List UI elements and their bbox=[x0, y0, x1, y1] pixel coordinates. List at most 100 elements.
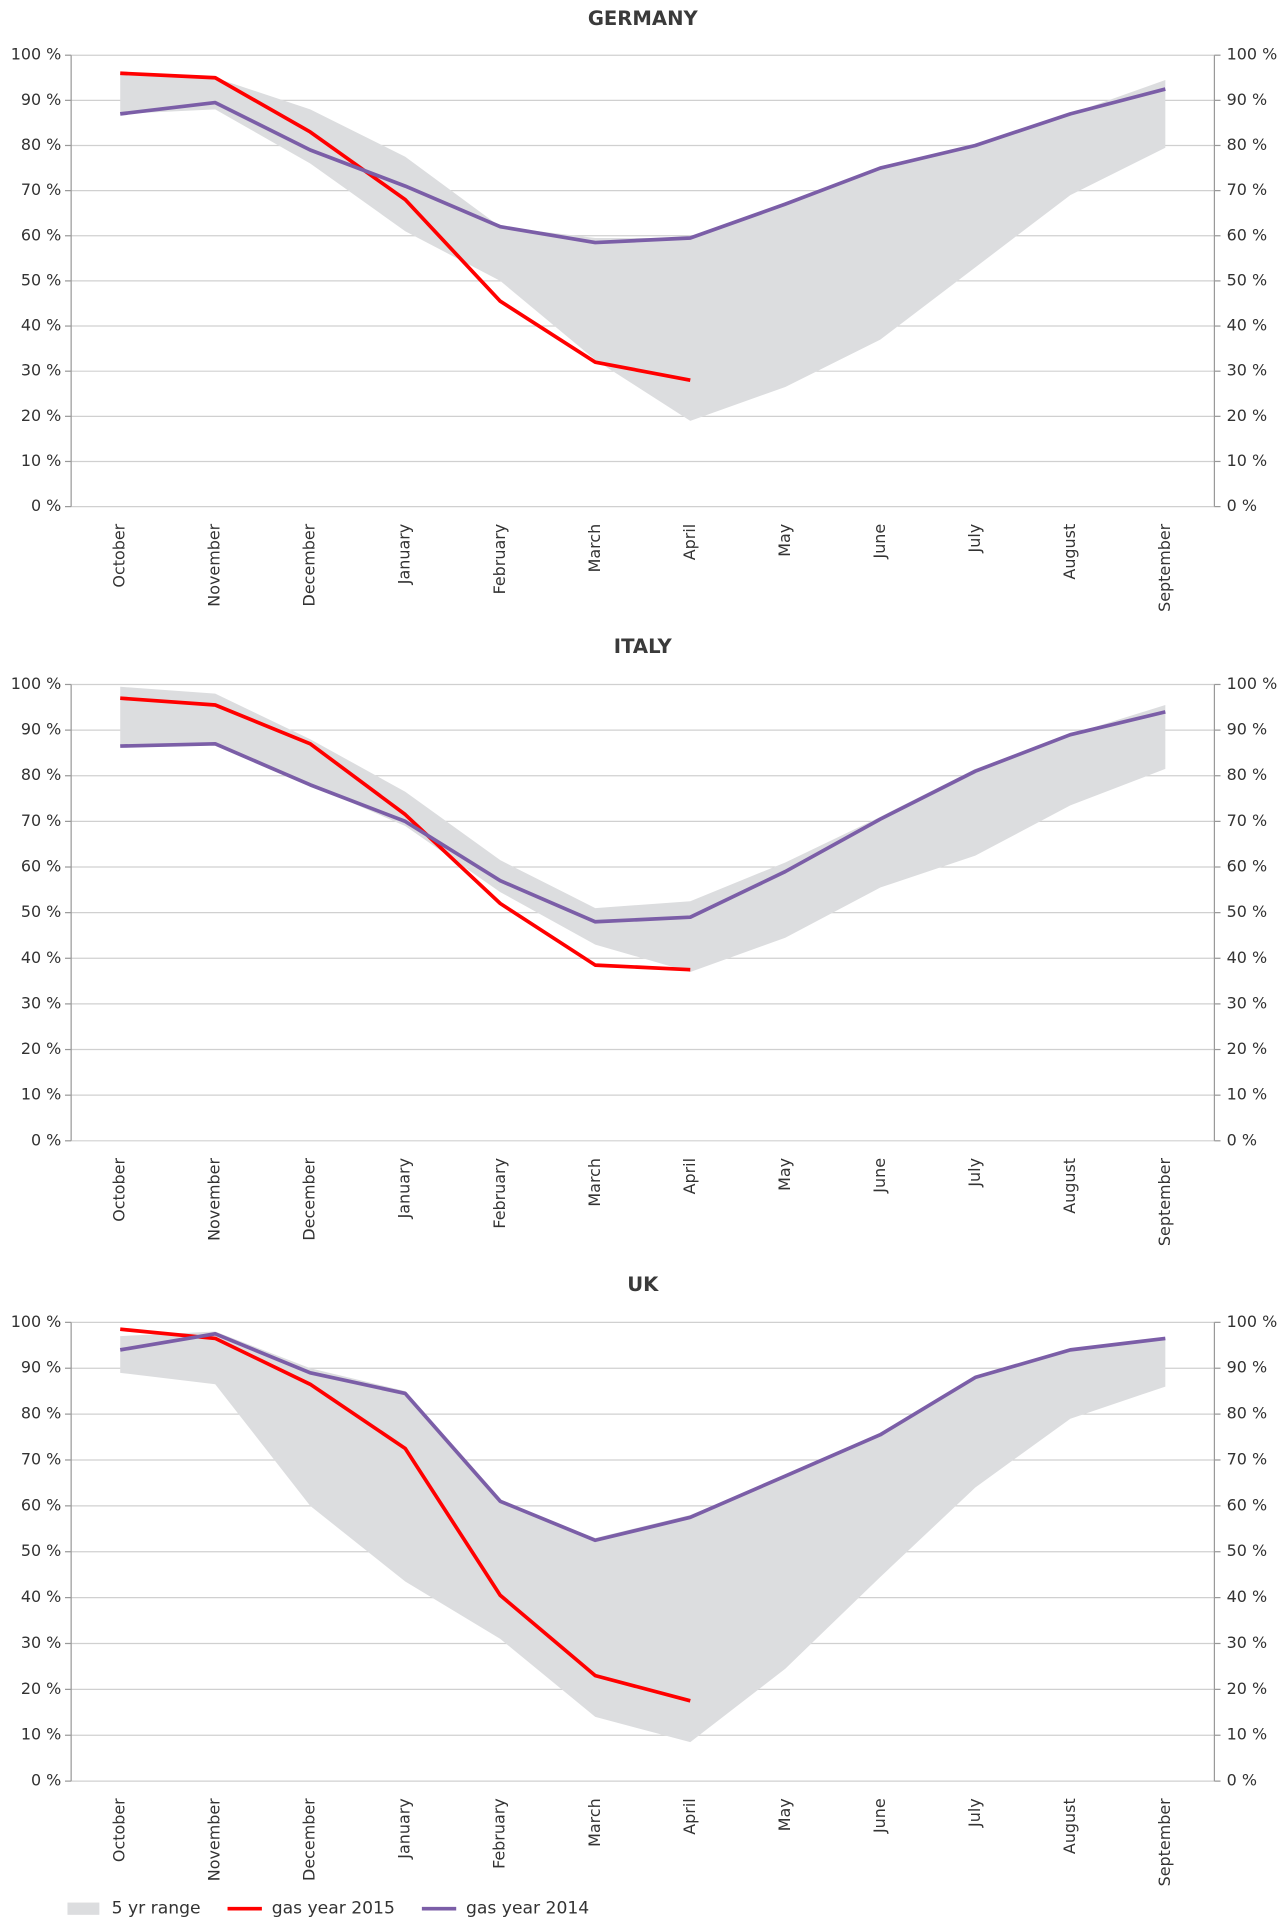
x-tick-label: May bbox=[775, 1798, 794, 1831]
y2-tick-label: 70 % bbox=[1227, 811, 1268, 830]
y-tick-label: 10 % bbox=[21, 451, 61, 470]
y-tick-label: 0 % bbox=[31, 1130, 61, 1149]
y2-tick-label: 10 % bbox=[1227, 451, 1268, 470]
y2-tick-label: 70 % bbox=[1227, 1449, 1268, 1468]
y-tick-label: 90 % bbox=[21, 1358, 61, 1377]
y2-tick-label: 60 % bbox=[1227, 225, 1268, 244]
series-line bbox=[120, 710, 1166, 924]
y2-tick-label: 40 % bbox=[1227, 948, 1268, 967]
y-tick-label: 30 % bbox=[21, 993, 61, 1012]
chart-title: ITALY bbox=[614, 635, 673, 658]
y-tick-label: 30 % bbox=[21, 1633, 61, 1652]
y2-tick-label: 30 % bbox=[1227, 361, 1268, 380]
x-tick-label: March bbox=[585, 1798, 604, 1847]
legend-swatch bbox=[67, 1902, 100, 1915]
y-tick-label: 100 % bbox=[11, 674, 62, 693]
y-tick-label: 0 % bbox=[31, 496, 61, 515]
x-tick-label: July bbox=[965, 1798, 984, 1828]
y2-tick-label: 80 % bbox=[1227, 1404, 1268, 1423]
y2-tick-label: 60 % bbox=[1227, 857, 1268, 876]
y-tick-label: 10 % bbox=[21, 1085, 61, 1104]
x-tick-label: February bbox=[490, 1158, 509, 1229]
x-tick-label: March bbox=[585, 1158, 604, 1207]
y-tick-label: 40 % bbox=[21, 1587, 61, 1606]
x-tick-label: May bbox=[775, 1158, 794, 1191]
x-tick-label: January bbox=[395, 1798, 414, 1859]
series-line bbox=[119, 87, 1166, 245]
y-tick-label: 70 % bbox=[21, 811, 61, 830]
x-tick-label: September bbox=[1155, 1798, 1174, 1887]
y2-tick-label: 100 % bbox=[1227, 674, 1278, 693]
x-tick-label: November bbox=[205, 1158, 224, 1241]
series-line bbox=[120, 71, 691, 383]
y-tick-label: 40 % bbox=[21, 948, 61, 967]
y-tick-label: 90 % bbox=[21, 90, 61, 109]
y-tick-label: 40 % bbox=[21, 316, 61, 335]
x-tick-label: January bbox=[395, 1158, 414, 1219]
y-tick-label: 60 % bbox=[21, 1495, 61, 1514]
y2-tick-label: 90 % bbox=[1227, 90, 1268, 109]
y-tick-label: 50 % bbox=[21, 902, 61, 921]
y2-tick-label: 0 % bbox=[1227, 496, 1257, 515]
x-tick-label: February bbox=[490, 1798, 509, 1869]
y2-tick-label: 10 % bbox=[1227, 1085, 1268, 1104]
y2-tick-label: 0 % bbox=[1227, 1130, 1257, 1149]
x-tick-label: December bbox=[300, 523, 319, 606]
chart-title: UK bbox=[627, 1273, 659, 1296]
y2-tick-label: 100 % bbox=[1227, 1312, 1278, 1331]
x-tick-label: February bbox=[490, 524, 509, 595]
y-tick-label: 70 % bbox=[21, 1449, 61, 1468]
x-tick-label: November bbox=[205, 1798, 224, 1881]
series-line bbox=[120, 1327, 691, 1703]
y2-tick-label: 70 % bbox=[1227, 180, 1268, 199]
x-tick-label: July bbox=[965, 1158, 984, 1188]
y-tick-label: 70 % bbox=[21, 180, 61, 199]
y2-tick-label: 60 % bbox=[1227, 1495, 1268, 1514]
y2-tick-label: 0 % bbox=[1227, 1771, 1257, 1790]
y2-tick-label: 10 % bbox=[1227, 1725, 1268, 1744]
y2-tick-label: 100 % bbox=[1227, 45, 1278, 64]
y-tick-label: 0 % bbox=[31, 1771, 61, 1790]
y2-tick-label: 50 % bbox=[1227, 1541, 1268, 1560]
y-tick-label: 20 % bbox=[21, 1039, 61, 1058]
y2-tick-label: 20 % bbox=[1227, 1679, 1268, 1698]
y-tick-label: 90 % bbox=[21, 720, 61, 739]
y-tick-label: 30 % bbox=[21, 361, 61, 380]
x-tick-label: October bbox=[110, 523, 129, 587]
x-tick-label: October bbox=[110, 1798, 129, 1862]
range-area bbox=[120, 1331, 1166, 1743]
x-tick-label: November bbox=[205, 523, 224, 606]
series-line bbox=[119, 1331, 1166, 1543]
y-tick-label: 20 % bbox=[21, 1679, 61, 1698]
range-area bbox=[120, 686, 1166, 972]
y2-tick-label: 90 % bbox=[1227, 720, 1268, 739]
y-tick-label: 80 % bbox=[21, 1404, 61, 1423]
y2-tick-label: 80 % bbox=[1227, 135, 1268, 154]
y2-tick-label: 30 % bbox=[1227, 1633, 1268, 1652]
range-area bbox=[120, 73, 1166, 421]
x-tick-label: August bbox=[1060, 524, 1079, 580]
x-tick-label: January bbox=[395, 524, 414, 585]
x-tick-label: June bbox=[870, 524, 889, 560]
y2-tick-label: 30 % bbox=[1227, 993, 1268, 1012]
y-tick-label: 80 % bbox=[21, 135, 61, 154]
x-tick-label: December bbox=[300, 1158, 319, 1241]
legend-label: 5 yr range bbox=[112, 1899, 201, 1919]
y-tick-label: 80 % bbox=[21, 765, 61, 784]
y2-tick-label: 40 % bbox=[1227, 1587, 1268, 1606]
x-tick-label: April bbox=[680, 524, 699, 560]
y2-tick-label: 80 % bbox=[1227, 765, 1268, 784]
x-tick-label: March bbox=[585, 524, 604, 573]
y2-tick-label: 50 % bbox=[1227, 902, 1268, 921]
x-tick-label: June bbox=[870, 1158, 889, 1194]
x-tick-label: August bbox=[1060, 1798, 1079, 1854]
x-tick-label: September bbox=[1155, 1158, 1174, 1247]
y2-tick-label: 50 % bbox=[1227, 270, 1268, 289]
x-tick-label: October bbox=[110, 1158, 129, 1222]
legend-label: gas year 2015 bbox=[272, 1899, 395, 1919]
y-tick-label: 50 % bbox=[21, 1541, 61, 1560]
y2-tick-label: 40 % bbox=[1227, 316, 1268, 335]
y-tick-label: 10 % bbox=[21, 1725, 61, 1744]
y-tick-label: 100 % bbox=[11, 1312, 62, 1331]
